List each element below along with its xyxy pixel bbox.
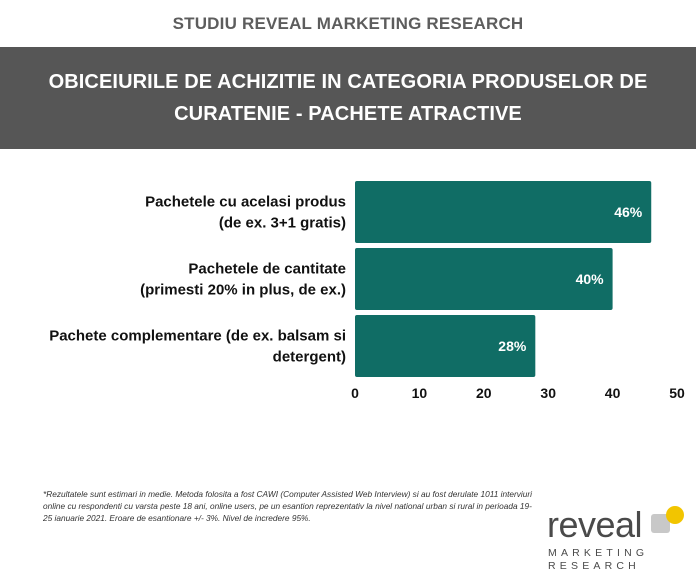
category-label-2-line-2: (primesti 20% in plus, de ex.) [140, 282, 346, 299]
bar-value-label-2: 40% [576, 271, 605, 287]
category-label-3-line-2: detergent) [273, 349, 346, 366]
bar-value-label-1: 46% [614, 204, 643, 220]
bar-2 [355, 248, 613, 310]
methodology-footnote: *Rezultatele sunt estimari in medie. Met… [43, 489, 532, 523]
logo-subtitle-research: RESEARCH [548, 560, 640, 572]
reveal-logo: reveal MARKETING RESEARCH [547, 505, 687, 575]
x-tick-label-3: 20 [476, 385, 492, 401]
bar-chart: 46% Pachetele cu acelasi produs (de ex. 3+… [49, 181, 685, 401]
logo-wordmark: reveal [547, 504, 643, 545]
x-tick-label-4: 30 [540, 385, 556, 401]
bar-3 [355, 315, 536, 377]
study-kicker: STUDIU REVEAL MARKETING RESEARCH [172, 14, 524, 33]
category-label-1-line-1: Pachetele cu acelasi produs [145, 194, 346, 211]
x-tick-label-5: 40 [605, 385, 621, 401]
title-line-1: OBICEIURILE DE ACHIZITIE IN CATEGORIA PR… [48, 71, 648, 93]
x-tick-label-1: 0 [351, 385, 359, 401]
category-label-2-line-1: Pachetele de cantitate [188, 261, 346, 278]
logo-mark-icon [651, 506, 684, 533]
title-banner: OBICEIURILE DE ACHIZITIE IN CATEGORIA PR… [0, 47, 696, 149]
logo-subtitle-marketing: MARKETING [548, 547, 649, 559]
title-line-2: CURATENIE - PACHETE ATRACTIVE [174, 103, 522, 125]
category-label-3-line-1: Pachete complementare (de ex. balsam si [49, 328, 346, 345]
bar-1 [355, 181, 652, 243]
x-tick-label-6: 50 [669, 385, 685, 401]
bar-value-label-3: 28% [498, 338, 527, 354]
category-label-1-line-2: (de ex. 3+1 gratis) [219, 215, 346, 232]
x-tick-label-2: 10 [412, 385, 428, 401]
